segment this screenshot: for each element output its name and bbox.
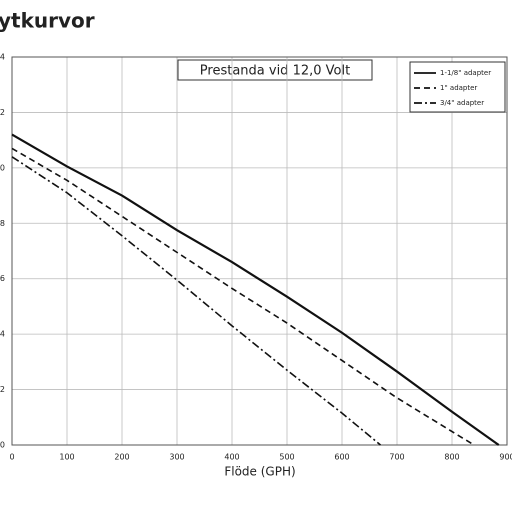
plot-frame (11, 56, 508, 446)
line-series (11, 133, 500, 446)
legend-label: 1-1/8" adapter (440, 69, 491, 77)
x-axis-label: Flöde (GPH) (224, 465, 295, 479)
y-tick-label: 2 (0, 385, 5, 394)
y-tick-label: 4 (0, 330, 5, 339)
y-tick-label: 6 (0, 274, 5, 283)
x-tick-label: 700 (389, 453, 404, 462)
x-tick-label: 800 (444, 453, 459, 462)
x-tick-label: 600 (334, 453, 349, 462)
x-tick-label: 500 (279, 453, 294, 462)
y-tick-label: 12 (0, 108, 5, 117)
x-tick-label: 200 (114, 453, 129, 462)
legend-label: 3/4" adapter (440, 99, 484, 107)
x-tick-label: 400 (224, 453, 239, 462)
x-tick-label: 900 (499, 453, 512, 462)
chart-title: ytkurvor (0, 9, 95, 33)
x-tick-label: 300 (169, 453, 184, 462)
y-tick-label: 0 (0, 441, 5, 450)
legend-label: 1" adapter (440, 84, 477, 92)
y-tick-label: 8 (0, 219, 5, 228)
y-tick-label: 10 (0, 163, 5, 172)
annotation: Prestanda vid 12,0 Volt (200, 64, 350, 79)
line-series (11, 147, 475, 446)
x-tick-label: 100 (59, 453, 74, 462)
x-tick-label: 0 (9, 453, 14, 462)
y-tick-label: 14 (0, 53, 5, 62)
annotation-box (177, 59, 373, 81)
line-series (11, 156, 382, 446)
